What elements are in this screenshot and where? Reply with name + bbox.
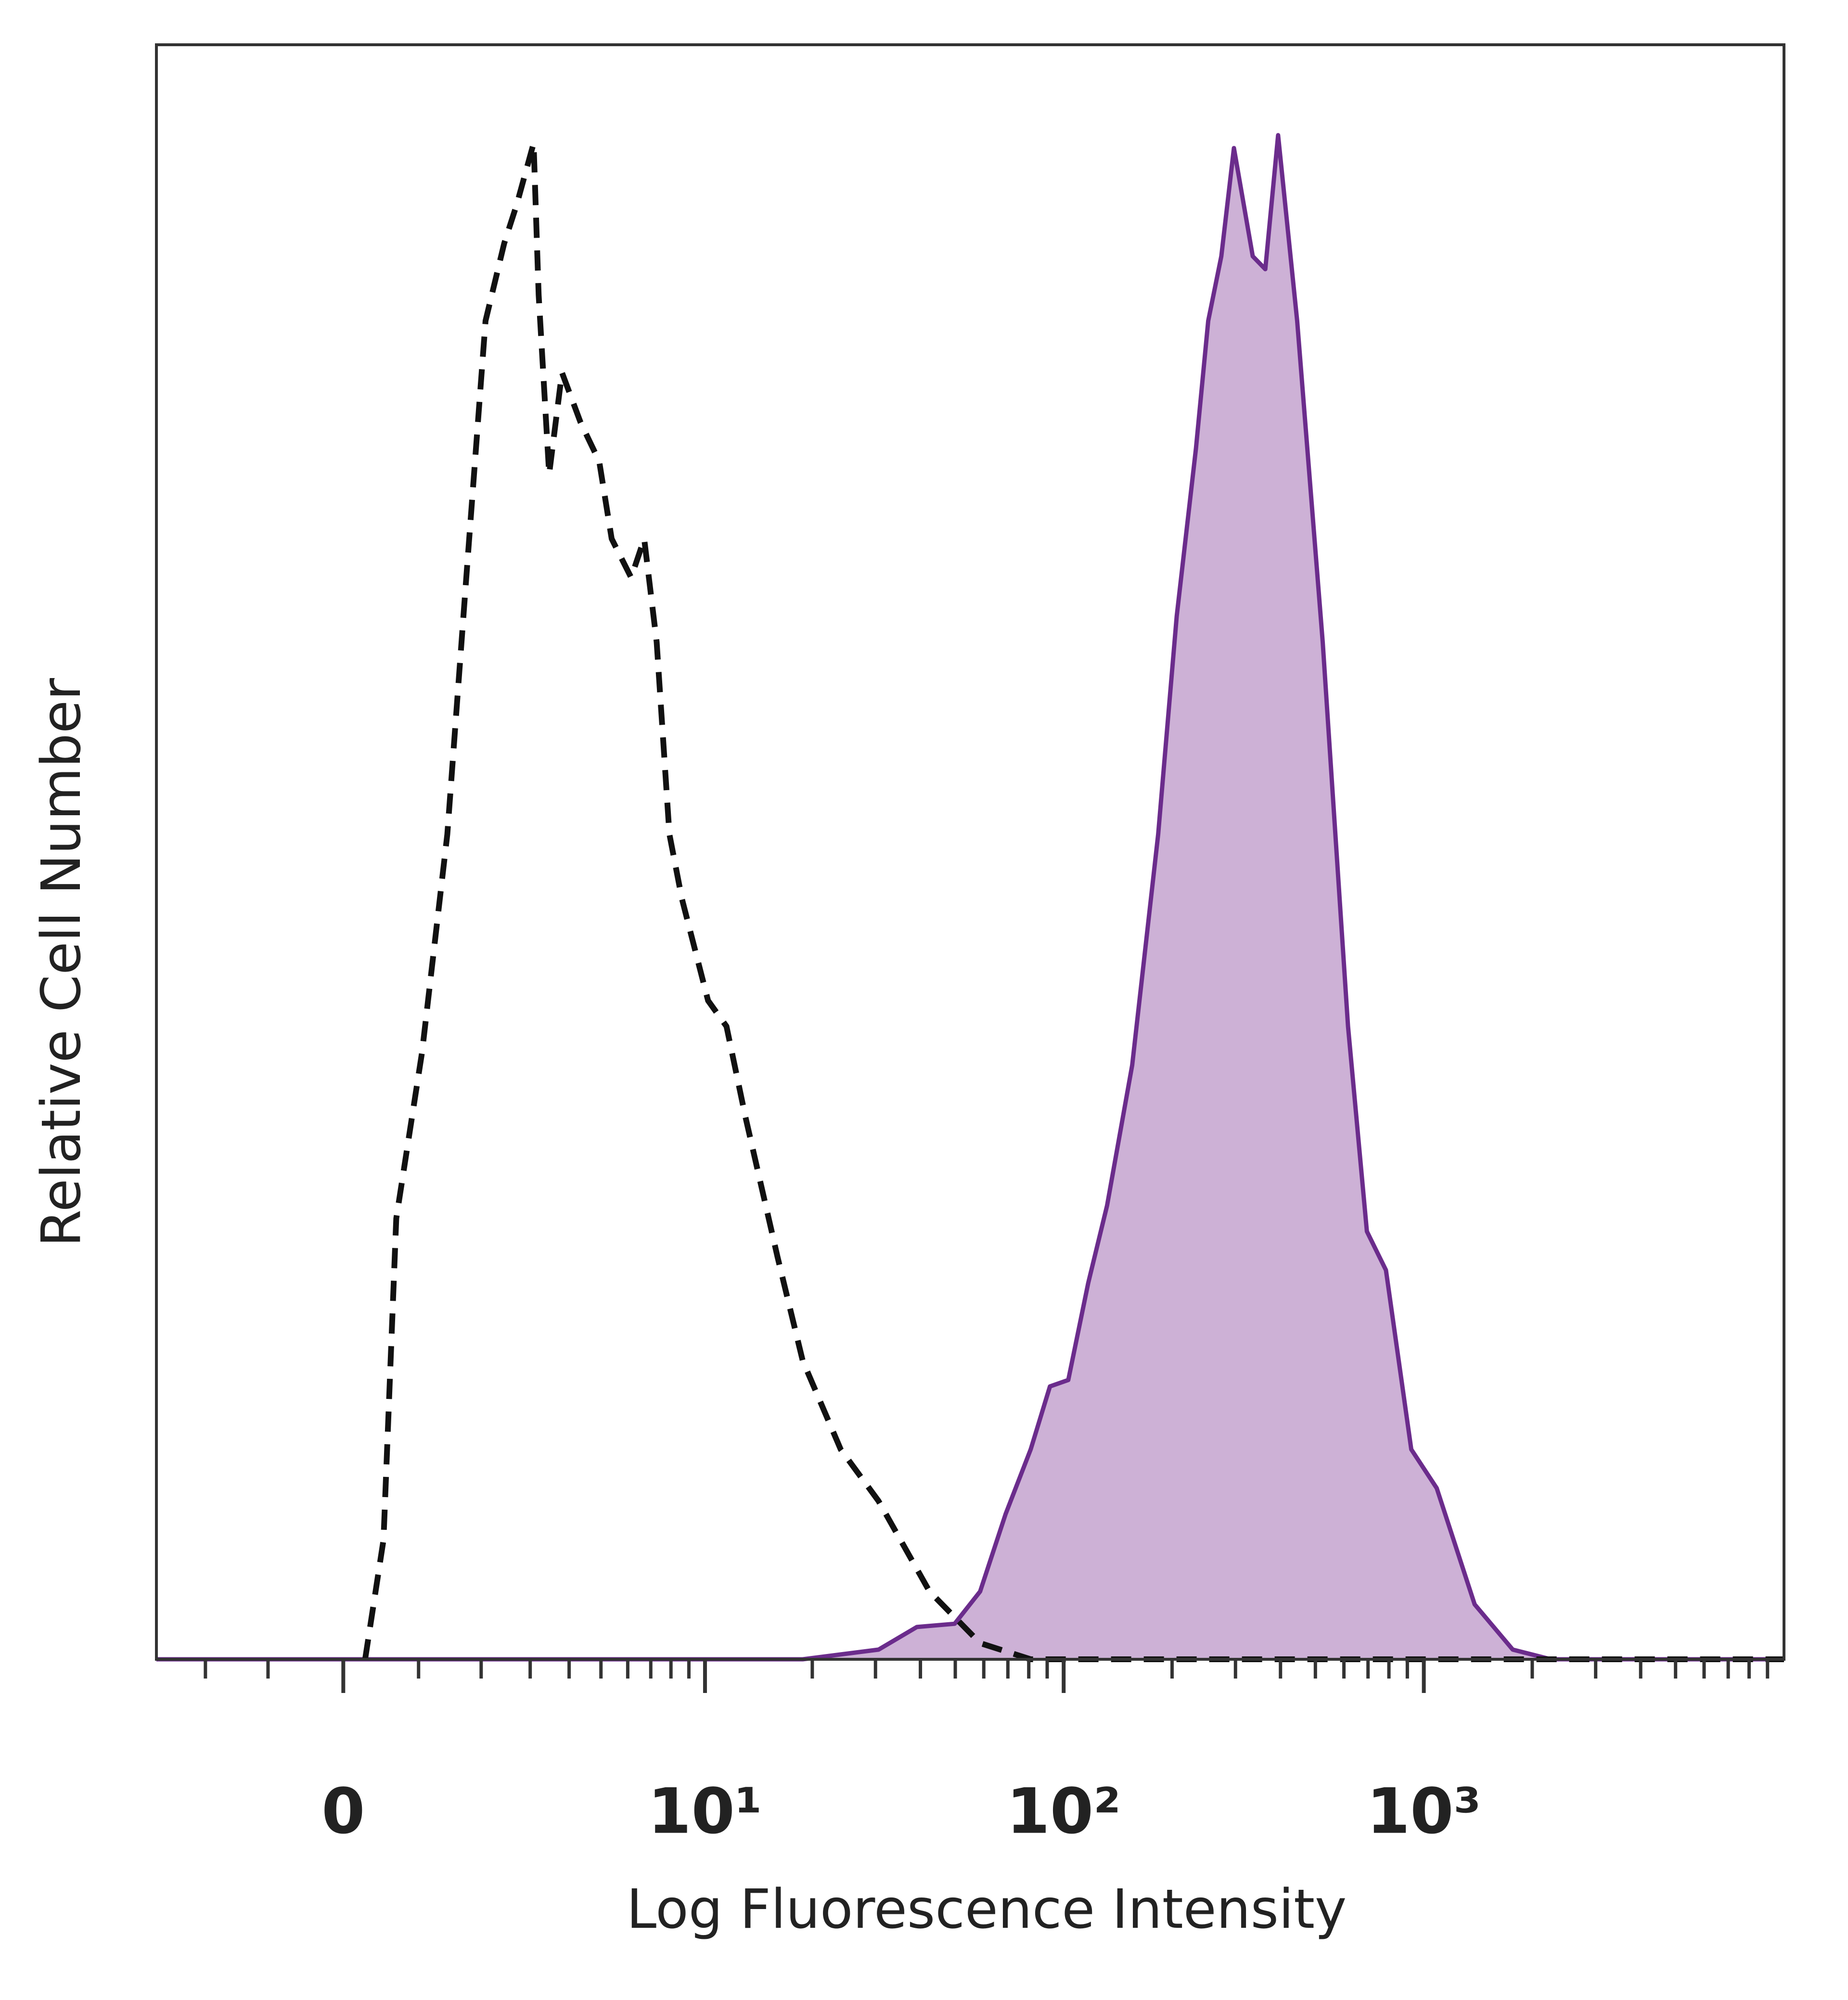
x-tick-label: 10¹ bbox=[648, 1775, 762, 1848]
x-tick-label: 0 bbox=[321, 1775, 365, 1848]
line bbox=[156, 133, 1784, 1662]
plot-frame bbox=[155, 43, 1785, 1661]
area bbox=[156, 135, 1784, 1660]
x-tick-label: 10² bbox=[1006, 1775, 1121, 1848]
y-axis-label: Relative Cell Number bbox=[30, 678, 93, 1247]
line bbox=[362, 140, 1784, 1662]
x-axis-label: Log Fluorescence Intensity bbox=[627, 1878, 1347, 1941]
x-tick-label: 10³ bbox=[1367, 1775, 1481, 1848]
